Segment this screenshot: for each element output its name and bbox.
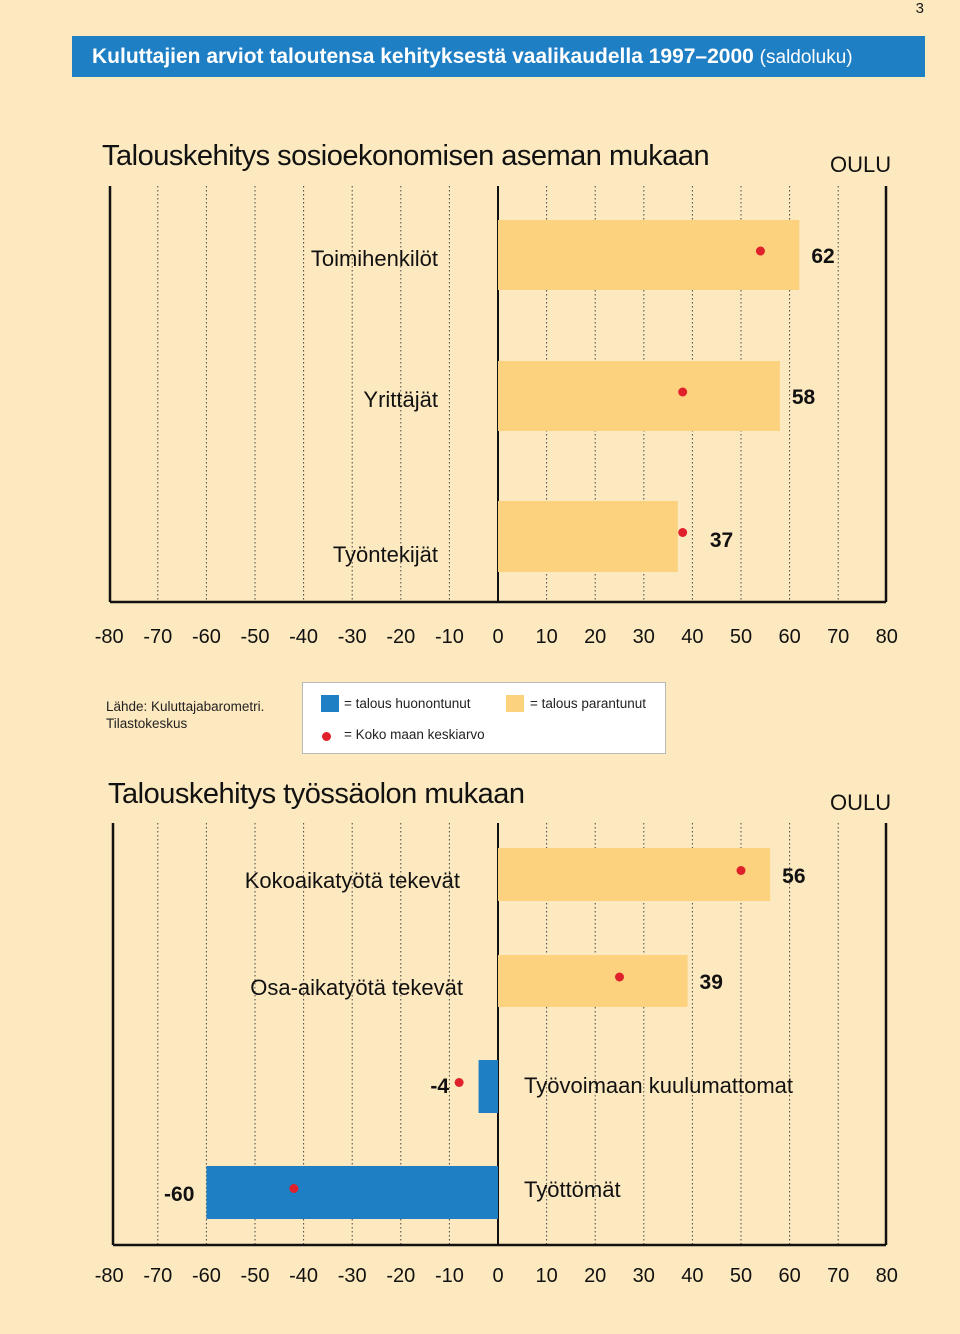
page-number: 3 (915, 0, 924, 17)
x-tick-label: 40 (681, 1265, 703, 1287)
legend-label-improved: = talous parantunut (530, 696, 646, 711)
region-label-socioeconomic: OULU (830, 152, 892, 177)
average-marker (454, 1078, 464, 1087)
x-tick-label: 10 (535, 626, 557, 648)
bar (498, 955, 688, 1007)
category-label: Osa-aikatyötä tekevät (250, 975, 463, 1000)
value-label: 37 (710, 529, 733, 552)
category-label: Työttömät (524, 1177, 621, 1202)
x-tick-label: 0 (492, 1265, 503, 1287)
average-marker (678, 387, 688, 397)
value-label: 62 (811, 245, 834, 268)
x-tick-label: 30 (633, 1265, 655, 1287)
bar (478, 1060, 498, 1113)
header-banner: Kuluttajien arviot taloutensa kehitykses… (72, 36, 925, 77)
banner-subtitle: (saldoluku) (759, 47, 853, 68)
category-label: Kokoaikatyötä tekevät (245, 868, 460, 893)
average-marker (678, 528, 688, 537)
bar (498, 501, 678, 572)
legend-swatch-improved (506, 695, 524, 712)
x-tick-label: -30 (338, 1265, 367, 1287)
bar (206, 1166, 498, 1219)
x-tick-label: 50 (730, 626, 752, 648)
source-line-2: Tilastokeskus (106, 716, 188, 731)
x-tick-label: -10 (435, 626, 464, 648)
x-tick-label: 80 (876, 1265, 898, 1287)
category-label: Yrittäjät (363, 387, 438, 412)
banner-title: Kuluttajien arviot taloutensa kehitykses… (92, 45, 754, 68)
x-tick-label: -10 (435, 1265, 464, 1287)
x-tick-label: -40 (289, 1265, 318, 1287)
category-label: Työvoimaan kuulumattomat (524, 1073, 793, 1098)
x-tick-label: 40 (681, 626, 703, 648)
x-tick-label: 70 (827, 1265, 849, 1287)
value-label: 39 (700, 971, 723, 994)
x-tick-label: -40 (289, 626, 318, 648)
source-note: Lähde: Kuluttajabarometri. Tilastokeskus (106, 698, 306, 732)
average-marker (736, 866, 746, 875)
x-tick-label: 0 (492, 626, 503, 648)
x-tick-label: 80 (876, 626, 898, 648)
x-tick-label: -60 (192, 1265, 221, 1287)
x-tick-label: -70 (143, 626, 172, 648)
x-tick-label: -70 (143, 1265, 172, 1287)
average-marker (615, 972, 624, 982)
x-tick-label: -80 (95, 626, 124, 648)
legend-marker-average (322, 732, 331, 741)
chart-socioeconomic: -80 -70 -60 -50 -40 -30 -20 -10 0 10 20 30 40 50 60 70 8… (95, 186, 898, 648)
x-tick-label: 20 (584, 1265, 606, 1287)
chart-title-socioeconomic: Talouskehitys sosioekonomisen aseman muk… (102, 140, 710, 172)
x-tick-label: 30 (633, 626, 655, 648)
x-tick-label: 10 (535, 1265, 557, 1287)
region-label-employment: OULU (830, 790, 892, 815)
value-label: -4 (430, 1075, 449, 1098)
legend-swatch-worsened (321, 695, 339, 712)
x-tick-label: 60 (778, 1265, 800, 1287)
bar (498, 220, 800, 290)
x-tick-label: 50 (730, 1265, 752, 1287)
source-line-1: Lähde: Kuluttajabarometri. (106, 699, 265, 714)
x-tick-label: -20 (386, 626, 415, 648)
category-label: Työntekijät (333, 542, 438, 567)
average-marker (289, 1184, 299, 1193)
x-tick-label: -20 (386, 1265, 415, 1287)
chart-employment: -80 -70 -60 -50 -40 -30 -20 -10 0 10 20 30 40 50 60 70 8… (95, 823, 898, 1287)
x-tick-label: 20 (584, 626, 606, 648)
x-tick-label: -50 (241, 626, 270, 648)
value-label: -60 (164, 1183, 194, 1206)
value-label: 56 (782, 865, 805, 888)
x-tick-label: -80 (95, 1265, 124, 1287)
x-tick-label: -30 (338, 626, 367, 648)
legend: = talous huonontunut = talous parantunut… (302, 682, 666, 754)
x-tick-label: 60 (778, 626, 800, 648)
average-marker (755, 246, 765, 256)
bar (498, 361, 780, 431)
category-label: Toimihenkilöt (311, 246, 438, 271)
legend-label-average: = Koko maan keskiarvo (344, 727, 485, 742)
x-tick-label: -50 (241, 1265, 270, 1287)
value-label: 58 (792, 386, 816, 409)
x-tick-label: 70 (827, 626, 849, 648)
bar (498, 848, 771, 901)
legend-label-worsened: = talous huonontunut (344, 696, 471, 711)
x-tick-label: -60 (192, 626, 221, 648)
chart-title-employment: Talouskehitys työssäolon mukaan (108, 778, 525, 810)
